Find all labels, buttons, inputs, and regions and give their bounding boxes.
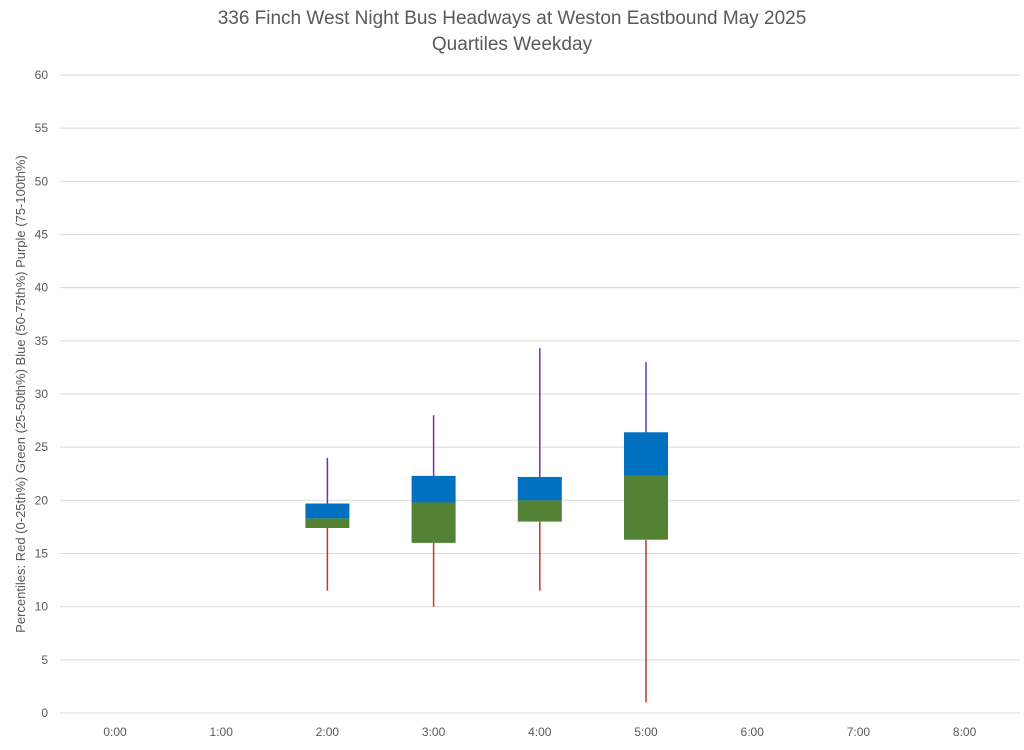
box-lower-half [411,502,456,543]
box-series [305,348,668,703]
box-upper-half [517,476,562,501]
y-tick-label: 25 [35,440,49,454]
box-lower-half [624,475,668,540]
x-tick-label: 5:00 [634,725,658,739]
y-tick-label: 45 [35,228,49,242]
y-tick-label: 55 [35,121,49,135]
box-200 [305,457,350,591]
x-axis-ticks: 0:00 1:00 2:00 3:00 4:00 5:00 6:00 7:00 8:00 [103,725,976,739]
y-axis-label: Percentiles: Red (0-25th%) Green (25-50t… [13,155,28,633]
chart-title: 336 Finch West Night Bus Headways at Wes… [217,8,807,29]
y-tick-label: 40 [35,281,49,295]
box-lower-half [517,500,562,522]
box-upper-half [305,503,350,519]
y-axis-ticks: 0 5 10 15 20 25 30 35 40 45 50 55 60 [35,68,49,720]
box-300 [411,415,456,607]
y-tick-label: 50 [35,174,49,188]
chart-subtitle: Quartiles Weekday [431,34,593,55]
box-upper-half [411,475,456,503]
x-tick-label: 7:00 [847,725,871,739]
y-tick-label: 60 [35,68,49,82]
y-tick-label: 10 [35,600,49,614]
x-tick-label: 1:00 [210,725,234,739]
x-tick-label: 2:00 [316,725,340,739]
box-500 [624,362,668,703]
y-tick-label: 20 [35,493,49,507]
y-tick-label: 35 [35,334,49,348]
box-upper-half [624,432,668,476]
x-tick-label: 8:00 [953,725,977,739]
y-tick-label: 5 [41,653,48,667]
box-400 [517,348,562,591]
gridlines [60,74,1020,714]
y-tick-label: 30 [35,387,49,401]
x-tick-label: 0:00 [103,725,127,739]
x-tick-label: 4:00 [528,725,552,739]
box-lower-half [305,518,350,528]
x-tick-label: 6:00 [741,725,765,739]
x-tick-label: 3:00 [422,725,446,739]
y-tick-label: 0 [41,706,48,720]
y-tick-label: 15 [35,547,49,561]
